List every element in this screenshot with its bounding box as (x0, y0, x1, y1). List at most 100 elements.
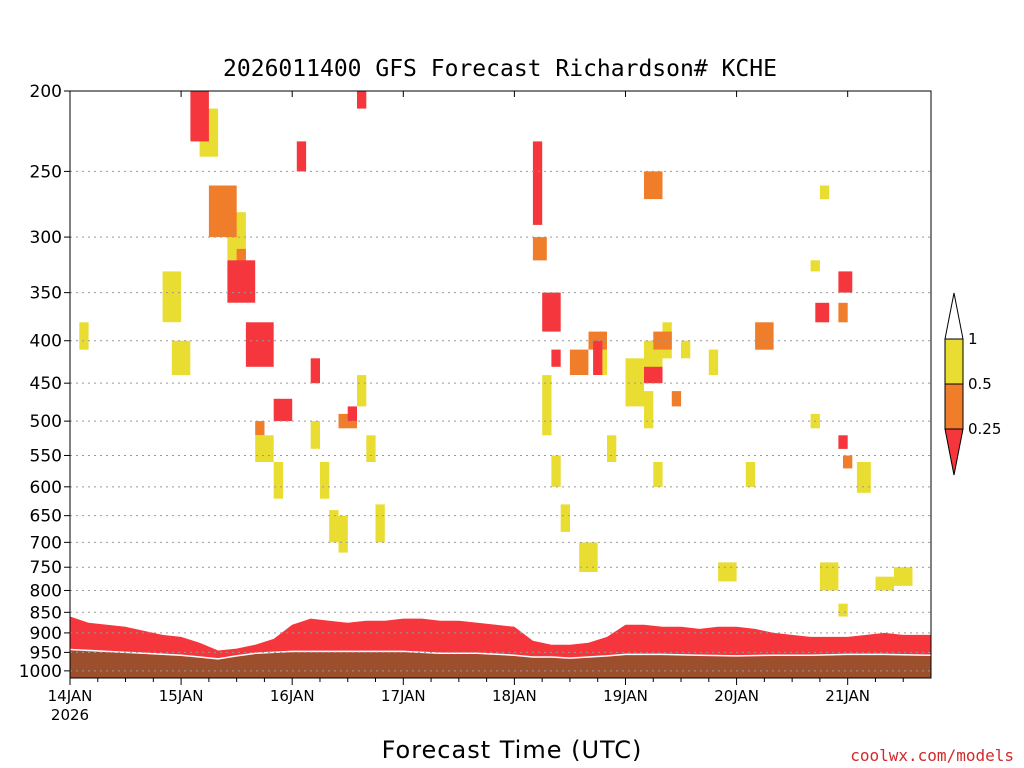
ri-below-0-25-patch (593, 340, 603, 375)
ri-0-5-to-1-patch (745, 462, 756, 487)
ri-below-0-25-patch (296, 141, 307, 172)
y-tick-label: 200 (30, 82, 62, 102)
ri-0-25-to-0-5-patch (843, 455, 853, 469)
ri-0-5-to-1-patch (625, 358, 644, 407)
ri-0-5-to-1-patch (375, 504, 385, 543)
ri-0-5-to-1-patch (329, 510, 339, 543)
y-tick-label: 300 (30, 228, 62, 248)
y-tick-label: 400 (30, 332, 62, 352)
ground-surface (70, 650, 931, 678)
y-tick-label: 500 (30, 412, 62, 432)
ri-0-5-to-1-patch (875, 576, 894, 591)
ri-0-25-to-0-5-patch (255, 421, 265, 436)
plot-frame (69, 90, 932, 679)
ri-0-25-to-0-5-patch (532, 237, 547, 261)
y-tick-label: 700 (30, 533, 62, 553)
y-tick-label: 550 (30, 446, 62, 466)
ri-below-0-25-patch (542, 292, 561, 332)
ri-0-25-to-0-5-patch (671, 391, 682, 407)
ri-0-5-to-1-patch (162, 271, 182, 323)
legend-0-25-to-0-5-swatch (944, 383, 964, 430)
ri-below-0-25-patch (245, 322, 274, 367)
y-tick-label: 1000 (19, 662, 62, 682)
y-tick-label: 850 (30, 603, 62, 623)
y-tick-label: 900 (30, 624, 62, 644)
ri-0-5-to-1-patch (171, 340, 191, 375)
y-tick-label: 250 (30, 162, 62, 182)
y-tick-label: 600 (30, 478, 62, 498)
ri-0-5-to-1-patch (718, 562, 737, 582)
ri-0-5-to-1-patch (320, 462, 330, 499)
plot-background (70, 91, 931, 678)
ri-0-25-to-0-5-patch (653, 331, 672, 350)
legend-0-5-to-1-swatch (944, 338, 964, 385)
ri-below-0-25-patch (838, 435, 848, 449)
y-tick-label: 450 (30, 374, 62, 394)
ri-0-25-to-0-5-patch (208, 185, 237, 238)
ri-0-25-to-0-5-patch (644, 171, 663, 200)
ri-0-5-to-1-patch (653, 462, 663, 487)
ri-below-0-25-patch (551, 349, 561, 367)
ri-0-5-to-1-patch (551, 455, 561, 487)
ri-below-0-25-patch (347, 406, 357, 422)
y-axis: 200 250 300 350 400 450 500 550 600 650 700 750 8008… (19, 82, 70, 682)
site-credit: coolwx.com/models (850, 746, 1014, 765)
x-tick-label: 15JAN (159, 687, 204, 705)
legend-below-0-25-arrow (944, 428, 964, 476)
x-tick-label: 19JAN (603, 687, 648, 705)
ri-0-5-to-1-patch (560, 504, 570, 532)
legend-level-label: 1 (968, 330, 978, 348)
chart-title: 2026011400 GFS Forecast Richardson# KCHE (223, 56, 777, 82)
ri-0-25-to-0-5-patch (838, 302, 848, 323)
x-axis-title: Forecast Time (UTC) (382, 736, 643, 764)
ri-below-0-25-patch (815, 302, 830, 323)
ri-below-0-25-patch (310, 358, 320, 384)
ri-below-0-25-patch (838, 271, 853, 293)
ri-0-5-to-1-patch (708, 349, 719, 375)
x-tick-label: 14JAN (48, 687, 93, 705)
ri-0-5-to-1-patch (856, 462, 871, 493)
ri-0-5-to-1-patch (255, 435, 274, 462)
ri-0-25-to-0-5-patch (755, 322, 774, 350)
ri-0-5-to-1-patch (357, 375, 367, 407)
ri-0-5-to-1-patch (273, 462, 283, 499)
x-tick-label: 21JAN (825, 687, 870, 705)
ri-below-0-25-patch (644, 366, 663, 384)
y-tick-label: 350 (30, 284, 62, 304)
ri-0-5-to-1-patch (338, 515, 348, 553)
y-tick-label: 750 (30, 558, 62, 578)
surface-line (69, 648, 932, 660)
ri-0-5-to-1-patch (79, 322, 89, 350)
ri-0-5-to-1-patch (607, 435, 617, 462)
x-tick-label: 16JAN (270, 687, 315, 705)
y-tick-label: 800 (30, 581, 62, 601)
ri-0-5-to-1-patch (819, 562, 839, 591)
x-tick-label: 17JAN (381, 687, 426, 705)
legend-level-label: 0.5 (968, 375, 992, 393)
legend-above-1-arrow (944, 292, 964, 340)
ri-0-5-to-1-patch (894, 567, 913, 586)
ri-0-5-to-1-patch (819, 185, 830, 200)
ri-0-5-to-1-patch (681, 340, 691, 359)
color-legend: 0.25 0.5 1 (944, 292, 1001, 476)
ri-below-0-25-patch (357, 91, 367, 109)
ri-below-0-25-patch (190, 91, 209, 142)
y-tick-label: 950 (30, 643, 62, 663)
x-tick-label: 20JAN (714, 687, 759, 705)
ri-below-0-25-patch (273, 398, 293, 422)
x-tick-sublabel: 2026 (51, 706, 89, 724)
ri-0-5-to-1-patch (810, 260, 820, 272)
ri-below-0-25-patch (532, 141, 543, 225)
plot-area (69, 90, 932, 679)
ri-0-5-to-1-patch (366, 435, 376, 462)
legend-level-label: 0.25 (968, 420, 1001, 438)
ri-0-5-to-1-patch (644, 391, 654, 429)
ri-below-0-25-patch (227, 260, 256, 303)
x-tick-label: 18JAN (492, 687, 537, 705)
ri-0-5-to-1-patch (542, 375, 552, 436)
ri-0-25-to-0-5-patch (569, 349, 589, 375)
y-tick-label: 650 (30, 507, 62, 527)
ri-0-5-to-1-patch (838, 603, 848, 617)
